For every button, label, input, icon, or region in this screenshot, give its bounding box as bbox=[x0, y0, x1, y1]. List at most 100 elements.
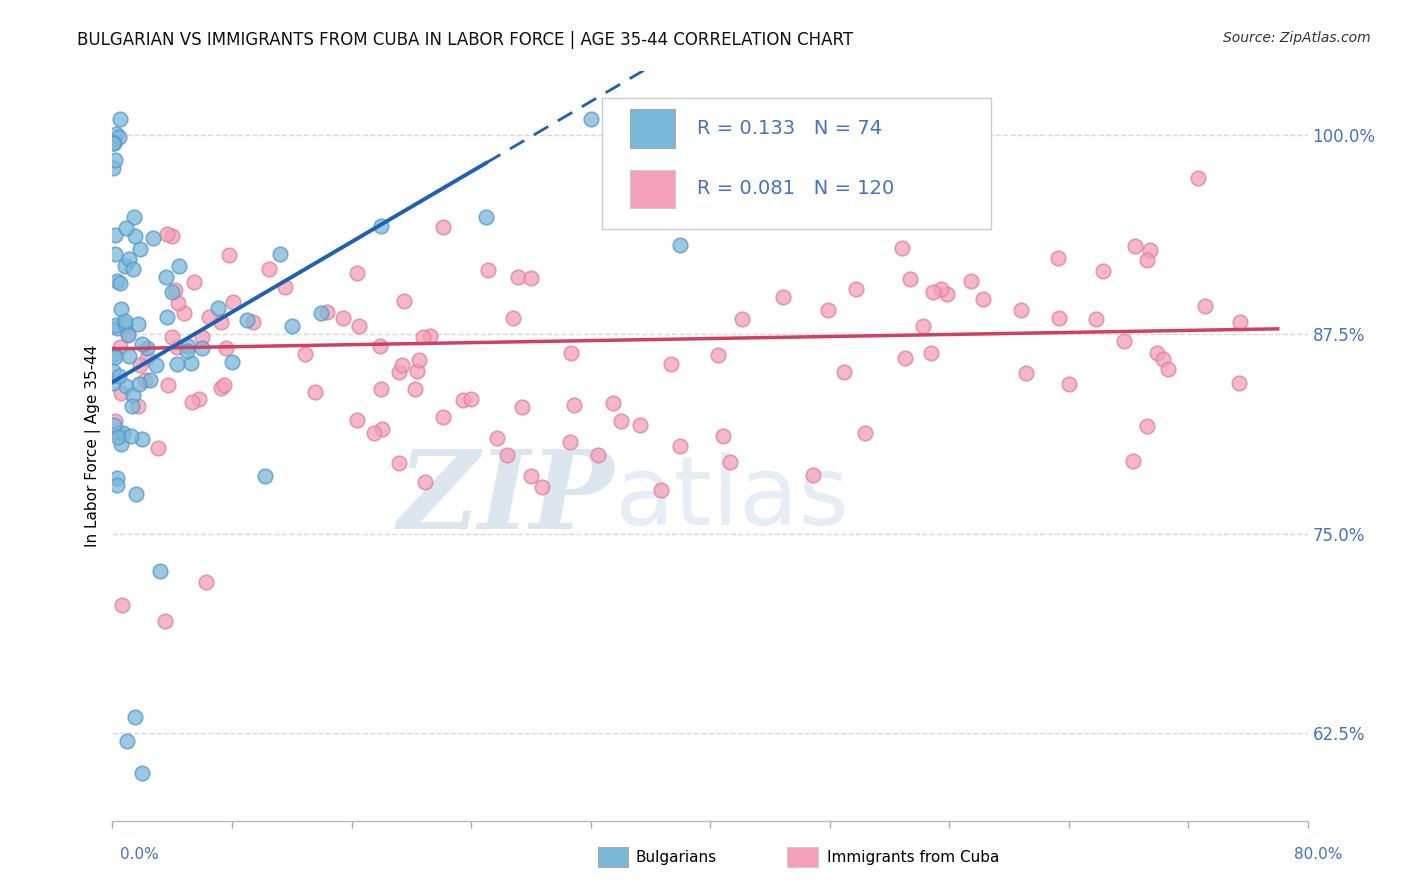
Point bbox=[711, 429, 734, 443]
Point bbox=[1015, 366, 1038, 380]
Point bbox=[103, 376, 125, 390]
Point bbox=[898, 271, 921, 285]
Text: ZIP: ZIP bbox=[398, 445, 614, 552]
Point bbox=[129, 242, 152, 256]
Point bbox=[451, 393, 474, 408]
Point bbox=[496, 449, 519, 463]
Point bbox=[363, 425, 385, 440]
Point bbox=[1146, 346, 1168, 360]
Point bbox=[1047, 251, 1070, 265]
Point bbox=[475, 210, 498, 224]
Point bbox=[114, 317, 136, 331]
Point bbox=[1057, 376, 1080, 391]
Point bbox=[801, 468, 824, 483]
Point bbox=[929, 281, 952, 295]
Point bbox=[1139, 243, 1161, 257]
Point bbox=[146, 441, 169, 455]
Point bbox=[419, 328, 441, 343]
Point bbox=[1085, 311, 1108, 326]
Point bbox=[406, 363, 429, 377]
Point bbox=[153, 615, 176, 629]
Point bbox=[108, 277, 131, 291]
Point bbox=[167, 259, 190, 273]
Point bbox=[531, 480, 554, 494]
Point bbox=[207, 301, 229, 315]
Point bbox=[560, 345, 582, 359]
Point bbox=[155, 269, 177, 284]
Point bbox=[110, 386, 132, 401]
Point bbox=[920, 346, 942, 360]
Point bbox=[368, 339, 391, 353]
Point bbox=[1194, 299, 1216, 313]
Text: Immigrants from Cuba: Immigrants from Cuba bbox=[827, 850, 1000, 864]
Point bbox=[659, 357, 682, 371]
Point bbox=[669, 237, 692, 252]
Point bbox=[281, 318, 304, 333]
FancyBboxPatch shape bbox=[603, 97, 991, 228]
Point bbox=[131, 337, 153, 351]
Point bbox=[387, 365, 409, 379]
Point bbox=[117, 734, 139, 748]
Point bbox=[114, 221, 136, 235]
FancyBboxPatch shape bbox=[630, 169, 675, 209]
Point bbox=[110, 437, 132, 451]
Point bbox=[166, 357, 188, 371]
Point bbox=[110, 340, 132, 354]
Point bbox=[103, 136, 125, 150]
Point bbox=[104, 350, 127, 364]
Point bbox=[371, 422, 394, 436]
Point bbox=[1156, 362, 1178, 376]
Point bbox=[845, 282, 868, 296]
Point bbox=[221, 295, 243, 310]
Point bbox=[709, 210, 731, 224]
Point bbox=[115, 379, 138, 393]
Point bbox=[315, 305, 337, 319]
Point bbox=[718, 455, 741, 469]
Point bbox=[1112, 334, 1135, 348]
Point bbox=[832, 365, 855, 379]
Point bbox=[180, 356, 202, 370]
Point bbox=[346, 413, 368, 427]
Point bbox=[432, 220, 454, 235]
Point bbox=[610, 414, 633, 428]
Y-axis label: In Labor Force | Age 35-44: In Labor Force | Age 35-44 bbox=[86, 345, 101, 547]
Point bbox=[124, 229, 146, 244]
Point bbox=[894, 351, 917, 365]
Point bbox=[104, 246, 127, 260]
Point bbox=[162, 228, 184, 243]
Point bbox=[129, 358, 152, 372]
Point bbox=[209, 315, 232, 329]
Point bbox=[110, 301, 132, 316]
Point bbox=[650, 483, 672, 498]
Point bbox=[197, 310, 219, 324]
Point bbox=[1136, 418, 1159, 433]
Point bbox=[128, 377, 150, 392]
Point bbox=[1152, 351, 1174, 366]
Text: R = 0.133   N = 74: R = 0.133 N = 74 bbox=[697, 119, 882, 137]
Point bbox=[404, 382, 426, 396]
Point bbox=[190, 341, 212, 355]
Point bbox=[606, 204, 628, 219]
Point bbox=[127, 317, 149, 331]
Point bbox=[163, 283, 186, 297]
Point bbox=[432, 409, 454, 424]
Point bbox=[155, 227, 177, 241]
Point bbox=[107, 429, 129, 443]
Point bbox=[131, 432, 153, 446]
Point bbox=[118, 350, 141, 364]
Point bbox=[177, 339, 200, 353]
Point bbox=[579, 112, 602, 127]
Point bbox=[890, 241, 912, 255]
Text: 80.0%: 80.0% bbox=[1295, 847, 1343, 862]
Point bbox=[242, 315, 264, 329]
Text: R = 0.081   N = 120: R = 0.081 N = 120 bbox=[697, 179, 894, 199]
Point bbox=[508, 270, 530, 285]
Point bbox=[194, 574, 217, 589]
Point bbox=[1123, 239, 1146, 253]
Point bbox=[125, 487, 148, 501]
Point bbox=[105, 321, 128, 335]
Point bbox=[124, 710, 146, 724]
Point bbox=[105, 128, 128, 142]
Point bbox=[972, 292, 994, 306]
Point bbox=[120, 429, 142, 443]
